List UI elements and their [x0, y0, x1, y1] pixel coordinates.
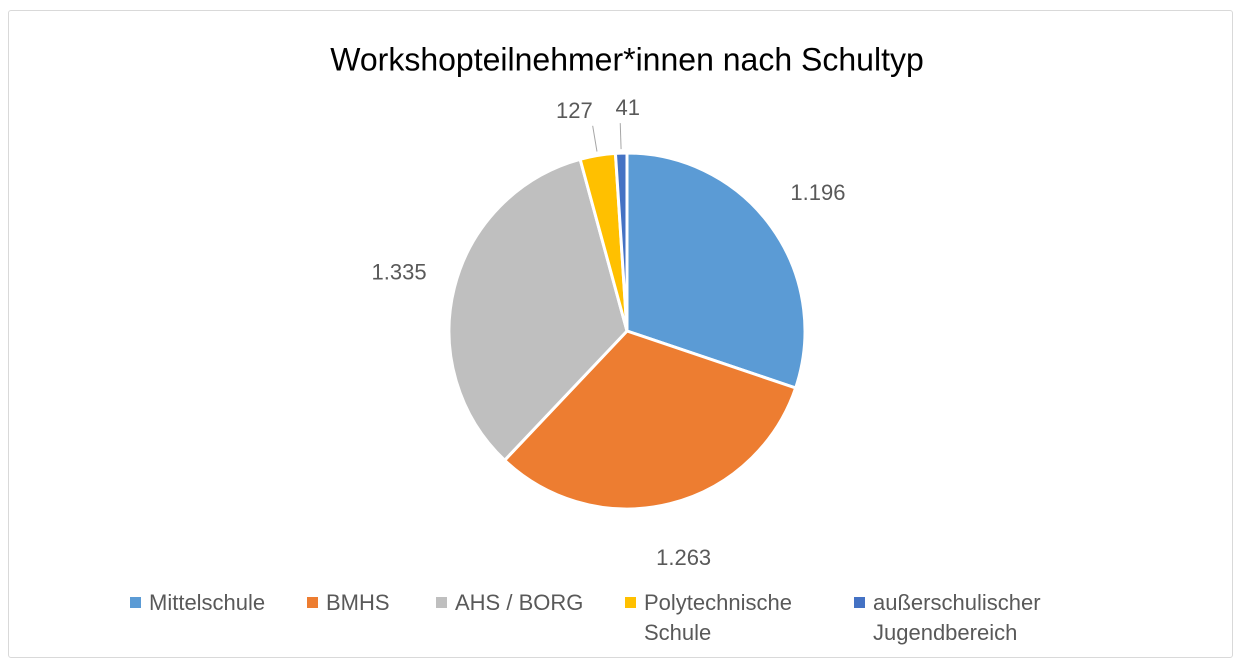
- legend-item: außerschulischer Jugendbereich: [854, 588, 1043, 648]
- legend-swatch: [307, 597, 318, 608]
- legend-swatch: [854, 597, 865, 608]
- pie-slice: [625, 151, 807, 390]
- legend-item: Polytechnische Schule: [625, 588, 824, 648]
- pie-slice: [502, 329, 798, 511]
- data-label: 127: [556, 98, 593, 123]
- legend-swatch: [130, 597, 141, 608]
- leader-line: [592, 125, 598, 152]
- data-label: 41: [616, 95, 640, 120]
- data-label: 1.263: [656, 545, 711, 570]
- legend: Mittelschule BMHS AHS / BORG Polytechnische…: [130, 588, 1073, 648]
- legend-label: Polytechnische Schule: [644, 590, 792, 645]
- legend-label: außerschulischer Jugendbereich: [873, 590, 1041, 645]
- legend-item: BMHS: [307, 588, 406, 648]
- data-label: 1.196: [790, 180, 845, 205]
- chart-frame: [8, 10, 1233, 658]
- leader-line: [619, 123, 622, 150]
- legend-swatch: [436, 597, 447, 608]
- chart-title: Workshopteilnehmer*innen nach Schultyp: [330, 41, 924, 77]
- legend-item: AHS / BORG: [436, 588, 595, 648]
- legend-label: Mittelschule: [149, 590, 266, 615]
- data-label: 1.335: [372, 260, 427, 285]
- legend-item: Mittelschule: [130, 588, 277, 648]
- legend-label: AHS / BORG: [455, 590, 584, 615]
- pie-slice: [447, 157, 629, 463]
- legend-label: BMHS: [326, 590, 390, 615]
- legend-swatch: [625, 597, 636, 608]
- pie-slice: [613, 151, 629, 332]
